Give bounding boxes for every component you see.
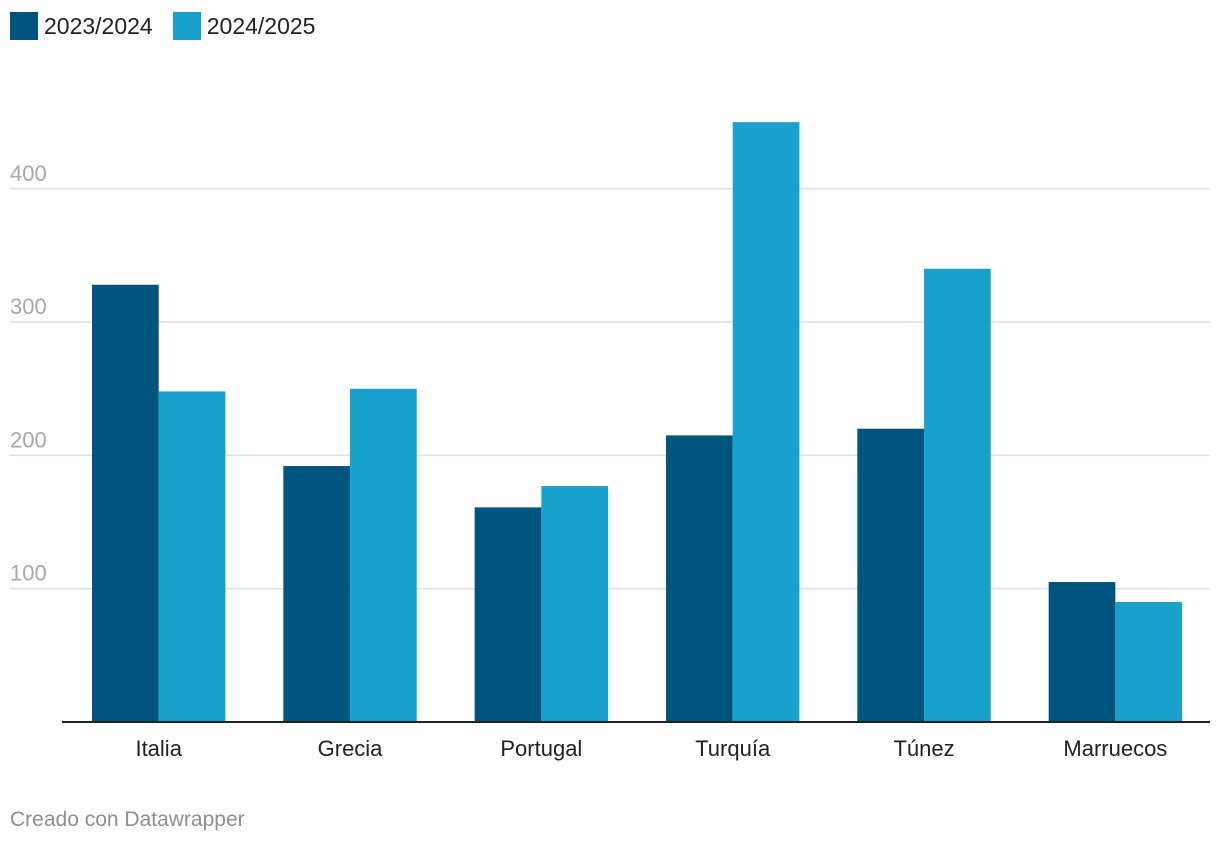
bar-italia-2024-2025 xyxy=(158,391,226,722)
bar-turquia-2024-2025 xyxy=(732,122,800,722)
y-tick-label-100: 100 xyxy=(10,561,47,586)
legend-item-2024-2025: 2024/2025 xyxy=(172,12,316,40)
legend-swatch-2023-2024 xyxy=(10,12,38,40)
y-tick-label-400: 400 xyxy=(10,161,47,186)
y-tick-label-200: 200 xyxy=(10,427,47,452)
bar-chart: 100 200 300 400 Italia Grecia Portugal Turquía T… xyxy=(10,122,1210,761)
legend-label-2023-2024: 2023/2024 xyxy=(44,12,153,39)
x-tick-label-italia: Italia xyxy=(135,736,182,761)
bar-tunez-2024-2025 xyxy=(924,268,991,722)
bar-tunez-2023-2024 xyxy=(857,428,925,722)
x-tick-label-turquia: Turquía xyxy=(695,736,771,761)
footer-credit: Creado con Datawrapper xyxy=(10,808,245,831)
bar-marruecos-2023-2024 xyxy=(1048,582,1116,722)
legend-swatch-2024-2025 xyxy=(172,12,201,40)
bar-grecia-2023-2024 xyxy=(283,466,351,722)
x-tick-label-marruecos: Marruecos xyxy=(1063,736,1167,761)
bar-turquia-2023-2024 xyxy=(666,435,733,722)
x-tick-label-grecia: Grecia xyxy=(318,736,384,761)
x-tick-label-tunez: Túnez xyxy=(893,736,954,761)
bar-grecia-2024-2025 xyxy=(350,388,417,722)
legend-label-2024-2025: 2024/2025 xyxy=(206,12,316,39)
chart-legend: 2023/2024 2024/2025 xyxy=(10,12,315,40)
legend-item-2023-2024: 2023/2024 xyxy=(10,12,153,40)
bar-marruecos-2024-2025 xyxy=(1115,602,1183,722)
x-tick-label-portugal: Portugal xyxy=(500,736,582,761)
bar-italia-2023-2024 xyxy=(92,284,159,722)
bar-portugal-2023-2024 xyxy=(474,507,542,722)
bar-portugal-2024-2025 xyxy=(541,486,609,722)
y-tick-label-300: 300 xyxy=(10,294,47,319)
